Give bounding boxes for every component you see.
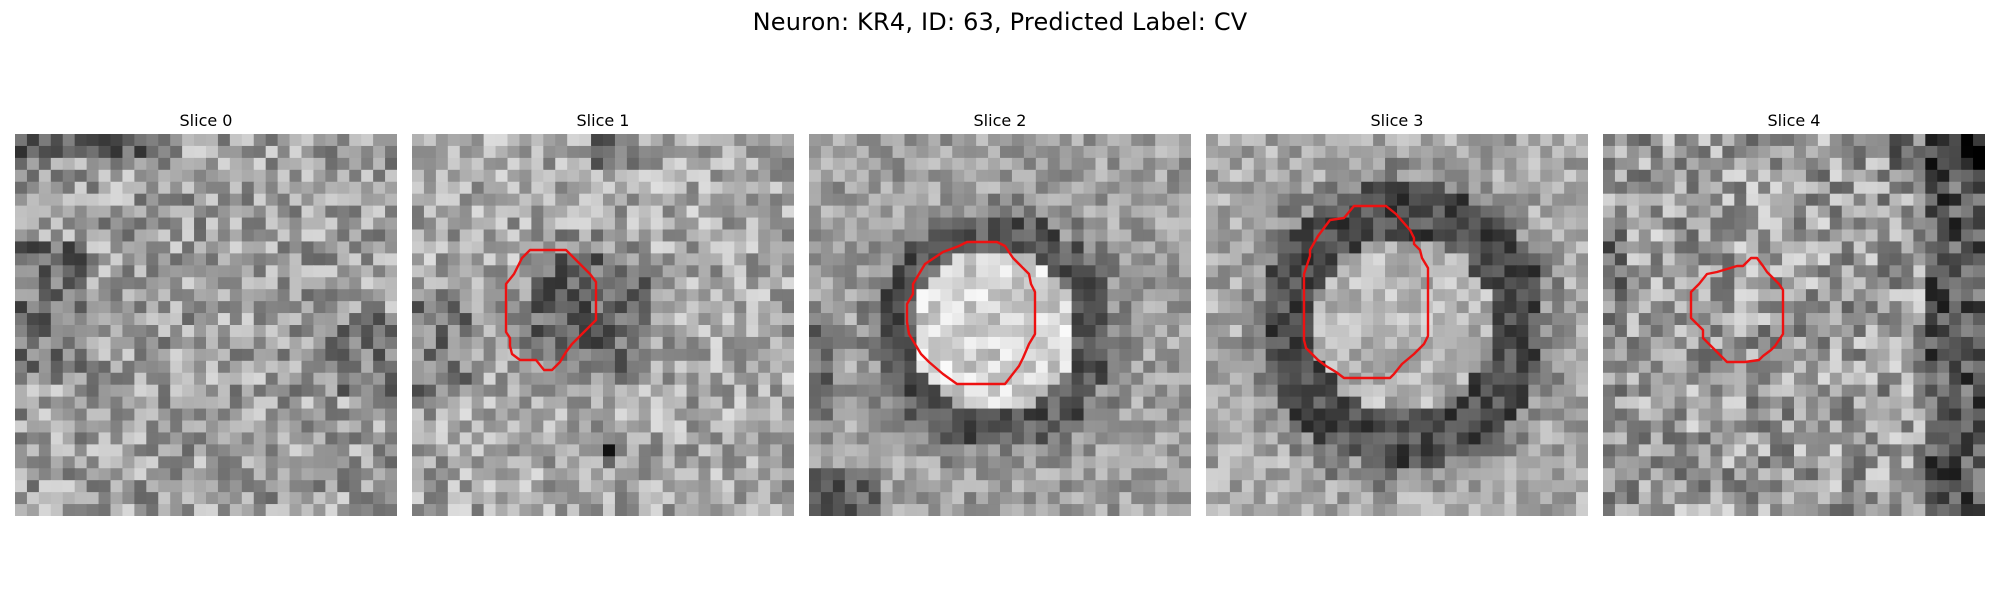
slice-title: Slice 2	[973, 111, 1027, 130]
slice-panel-0: Slice 0	[15, 108, 397, 516]
slice-panel-3: Slice 3	[1206, 108, 1588, 516]
segmentation-contour	[905, 240, 1037, 386]
slice-panel-4: Slice 4	[1603, 108, 1985, 516]
slice-image	[809, 134, 1191, 516]
slice-title: Slice 4	[1767, 111, 1821, 130]
slice-title: Slice 3	[1370, 111, 1424, 130]
figure-title: Neuron: KR4, ID: 63, Predicted Label: CV	[752, 8, 1248, 36]
segmentation-contour	[1689, 256, 1785, 364]
slice-image	[15, 134, 397, 516]
slice-image	[1603, 134, 1985, 516]
slice-panel-1: Slice 1	[412, 108, 794, 516]
segmentation-contour	[504, 248, 598, 372]
slice-title: Slice 0	[179, 111, 233, 130]
slice-image	[1206, 134, 1588, 516]
slice-image	[412, 134, 794, 516]
slice-panel-2: Slice 2	[809, 108, 1191, 516]
segmentation-contour	[1302, 204, 1430, 380]
slice-title: Slice 1	[576, 111, 630, 130]
